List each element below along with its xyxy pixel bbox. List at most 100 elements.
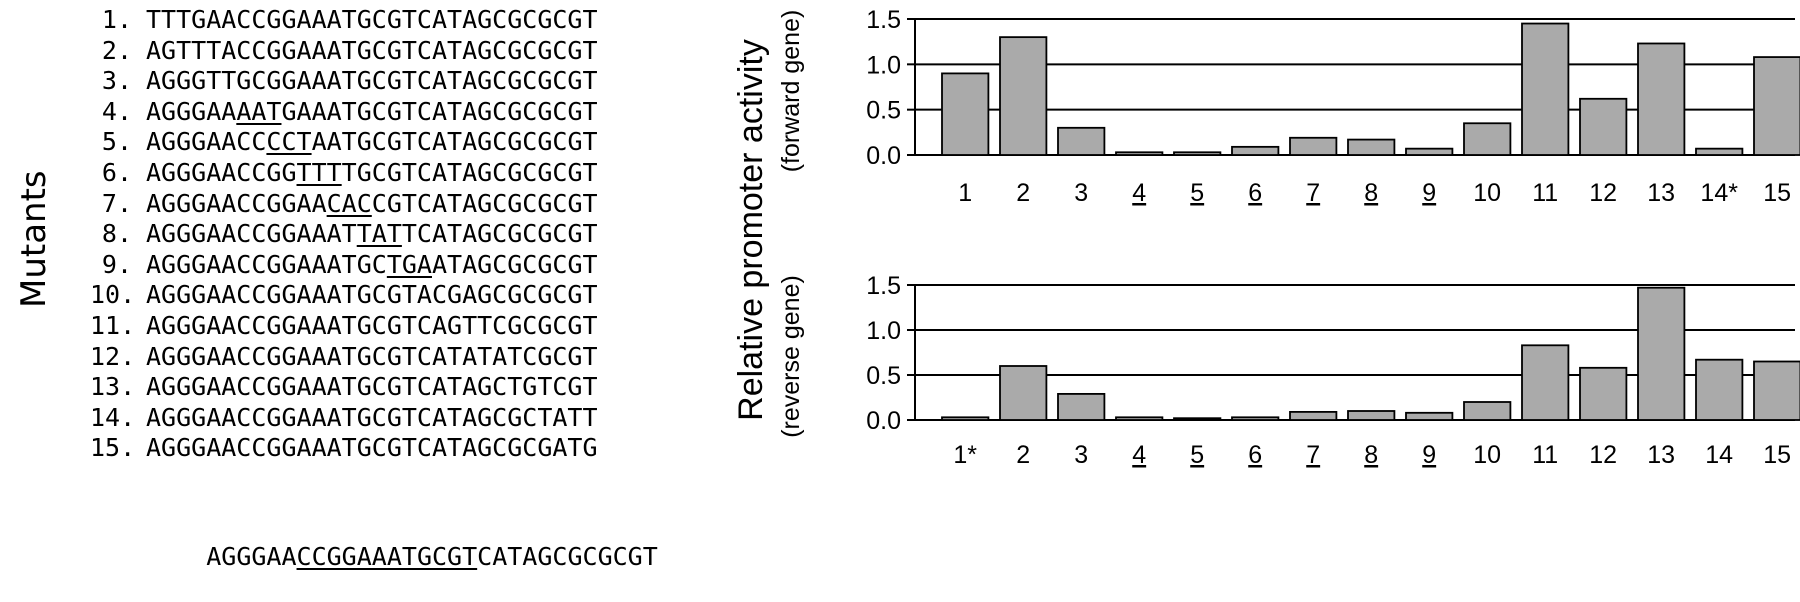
sequence-text: AGGGAACCGGAAATGCGTCAGTTCGCGCGT: [146, 311, 598, 340]
sequence-row: 2. AGTTTACCGGAAATGCGTCATAGCGCGCGT: [90, 36, 598, 66]
bar: [999, 365, 1048, 421]
x-tick-label: 14*: [1700, 179, 1738, 207]
mutated-bases: CAC: [326, 188, 372, 218]
x-tick-label: 3: [1074, 441, 1088, 469]
x-tick-label: 10: [1473, 441, 1501, 469]
promoter-activity-charts: Relative promoter activity 0.0 0.5 1.0 1.5 (…: [732, 6, 1800, 469]
x-tick-label: 6: [1248, 179, 1262, 207]
mutant-sequence-panel: Mutants 1. TTTGAACCGGAAATGCGTCATAGCGCGCGT…: [0, 0, 740, 571]
x-tick-label: 12: [1589, 179, 1617, 207]
sequence-text: AGGGAACC: [146, 127, 267, 157]
mutated-bases: TAT: [356, 219, 402, 249]
mutant-number: 14.: [90, 402, 136, 432]
y-tick-label: 1.0: [866, 317, 901, 345]
sequence-text: GAAATGCGTCATAGCGCGCGT: [281, 96, 598, 126]
bar: [1347, 138, 1396, 156]
bar: [941, 416, 990, 421]
mutated-bases: TGA: [386, 249, 432, 279]
mutant-number: 6.: [101, 158, 132, 187]
x-tick-label: 3: [1074, 179, 1088, 207]
x-tick-label: 4: [1132, 179, 1146, 207]
bar: [1231, 145, 1280, 156]
bar: [1289, 410, 1338, 421]
x-tick-label: 7: [1306, 441, 1320, 469]
bar: [1579, 97, 1628, 156]
bar: [1637, 286, 1686, 421]
y-tick-label: 1.5: [866, 272, 901, 300]
bar: [1695, 147, 1744, 156]
y-tick-label: 1.0: [866, 51, 901, 79]
y-tick-label: 0.0: [866, 142, 901, 170]
bar: [1579, 366, 1628, 421]
bar: [1347, 410, 1396, 421]
mutant-number: 2.: [101, 35, 132, 65]
sequence-row: 6. AGGGAACCGGTTTTGCGTCATAGCGCGCGT: [90, 158, 598, 188]
x-tick-label: 2: [1016, 441, 1030, 469]
mutant-number: 10.: [90, 280, 136, 310]
sequence-text: AGTTTACCGGAAATGCGTCATAGCGCGCGT: [146, 35, 598, 65]
x-tick-label: 11: [1532, 179, 1558, 207]
sequence-row: 10. AGGGAACCGGAAATGCGTACGAGCGCGCGT: [90, 280, 598, 310]
sequence-text: AGGGAACCGGAAATGCGTCATAGCTGTCGT: [146, 372, 598, 402]
sequence-text: AGGGAACCGG: [146, 158, 297, 187]
sequence-row: 7. AGGGAACCGGAACACCGTCATAGCGCGCGT: [90, 189, 598, 219]
x-tick-label: 1*: [953, 441, 977, 469]
mutant-number: 9.: [101, 249, 132, 279]
mutant-number: 12.: [90, 341, 136, 371]
mutant-number: 7.: [101, 188, 132, 218]
sequence-text: AGGGAACCGGAAATGCGTCATAGCGCTATT: [146, 402, 598, 432]
bar: [1521, 344, 1570, 421]
bar: [1463, 401, 1512, 421]
bar: [1405, 147, 1454, 156]
x-tick-label: 5: [1190, 441, 1204, 469]
bar: [1637, 42, 1686, 156]
sequence-row: 3. AGGGTTGCGGAAATGCGTCATAGCGCGCGT: [90, 66, 598, 96]
x-tick-label: 8: [1364, 441, 1378, 469]
sequence-text: TGCGTCATAGCGCGCGT: [341, 158, 598, 187]
y-tick-label: 0.0: [866, 407, 901, 435]
x-tick-label: 1: [958, 179, 972, 207]
sequence-text: AGGGAA: [146, 96, 237, 126]
sequence-text: TCATAGCGCGCGT: [401, 219, 598, 249]
mutated-bases: AAT: [236, 96, 282, 126]
forward-gene-chart: 0.00.51.01.5(forward gene)1 2 3 4 5 6 7 8 9 10 11 1…: [777, 6, 1800, 207]
mutant-number: 1.: [101, 5, 132, 34]
sequence-row: 5. AGGGAACCCCTAATGCGTCATAGCGCGCGT: [90, 127, 598, 157]
reverse-gene-chart: 0.0 0.5 1.0 1.5 (reverse gene) 1* 2 3 4 5 6 7 8 9 10 11…: [777, 272, 1800, 469]
y-tick-label: 0.5: [866, 362, 901, 390]
x-tick-label: 15: [1763, 441, 1791, 469]
sequence-text: ATAGCGCGCGT: [431, 249, 598, 279]
sequence-text: TTTGAACCGGAAATGCGTCATAGCGCGCGT: [146, 5, 598, 34]
x-tick-label: 12: [1589, 441, 1617, 469]
sequence-row: 11. AGGGAACCGGAAATGCGTCAGTTCGCGCGT: [90, 311, 598, 341]
chart-side-label: (forward gene): [777, 10, 805, 173]
x-tick-label: 9: [1422, 441, 1436, 469]
x-tick-label: 10: [1473, 179, 1501, 207]
sequence-text: AGGGAACCGGAAATGCGTACGAGCGCGCGT: [146, 280, 598, 310]
bar: [1463, 122, 1512, 156]
mutant-number: 5.: [101, 127, 132, 157]
y-tick-label: 1.5: [866, 6, 901, 34]
x-tick-label: 8: [1364, 179, 1378, 207]
mutant-number: 15.: [90, 433, 136, 463]
bar: [1405, 411, 1454, 421]
bar: [1057, 392, 1106, 421]
bar: [941, 72, 990, 156]
y-tick-label: 0.5: [866, 97, 901, 125]
mutant-number: 13.: [90, 372, 136, 402]
bar: [1753, 360, 1800, 421]
x-tick-label: 4: [1132, 441, 1146, 469]
bar: [999, 36, 1048, 156]
mutated-bases: TTT: [296, 158, 342, 187]
sequence-row: 13. AGGGAACCGGAAATGCGTCATAGCTGTCGT: [90, 372, 598, 402]
mutated-bases: CCT: [266, 127, 312, 157]
bar: [1115, 416, 1164, 421]
x-tick-label: 13: [1647, 179, 1675, 207]
chart-side-label: (reverse gene): [777, 275, 805, 438]
mutant-number: 4.: [101, 96, 132, 126]
x-tick-label: 15: [1763, 179, 1791, 207]
sequence-text: AGGGAACCGGAAATGCGTCATAGCGCGATG: [146, 433, 598, 463]
mutant-number: 8.: [101, 219, 132, 249]
bar: [1753, 56, 1800, 156]
bar: [1289, 136, 1338, 156]
